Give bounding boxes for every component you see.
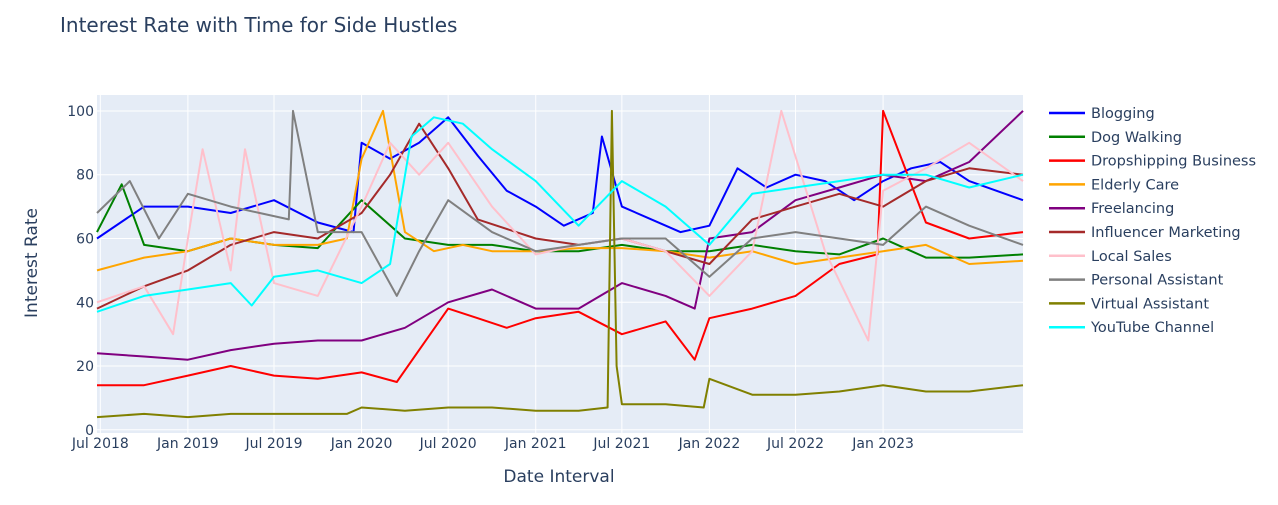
y-tick-label: 20 — [76, 359, 94, 375]
series-line-blogging — [96, 116, 1024, 240]
x-axis-title: Date Interval — [503, 467, 614, 487]
legend-label: Influencer Marketing — [1091, 225, 1241, 241]
legend-label: Personal Assistant — [1091, 273, 1224, 289]
chart-title: Interest Rate with Time for Side Hustles — [60, 13, 457, 37]
series-line-youtube-channel — [96, 116, 1024, 313]
series-lines — [96, 109, 1024, 419]
legend-label: Dropshipping Business — [1091, 154, 1256, 170]
legend-label: Blogging — [1091, 106, 1155, 122]
x-tick-label: Jul 2021 — [592, 436, 650, 452]
plot-area — [97, 95, 1023, 433]
y-axis-title: Interest Rate — [22, 208, 42, 318]
series-line-virtual-assistant — [96, 109, 1024, 419]
y-tick-label: 0 — [85, 423, 94, 439]
legend-label: Freelancing — [1091, 201, 1174, 217]
legend-label: Elderly Care — [1091, 177, 1179, 193]
x-axis-ticks: Jul 2018 Jan 2019 Jul 2019 Jan 2020 Jul 2020… — [71, 436, 914, 452]
legend-label: Dog Walking — [1091, 130, 1182, 146]
series-line-personal-assistant — [96, 109, 1024, 297]
x-tick-label: Jan 2022 — [678, 436, 741, 452]
x-tick-label: Jul 2020 — [419, 436, 477, 452]
series-line-influencer-marketing — [96, 122, 1024, 310]
y-tick-label: 40 — [76, 295, 94, 311]
x-tick-label: Jan 2019 — [156, 436, 219, 452]
x-tick-label: Jul 2018 — [71, 436, 129, 452]
legend-label: Virtual Assistant — [1091, 296, 1209, 312]
y-tick-label: 60 — [76, 231, 94, 247]
y-tick-label: 80 — [76, 168, 94, 184]
x-tick-label: Jul 2019 — [245, 436, 303, 452]
x-tick-label: Jan 2021 — [504, 436, 567, 452]
legend-label: YouTube Channel — [1090, 320, 1214, 336]
y-tick-label: 100 — [67, 104, 94, 120]
y-axis-ticks: 0 20 40 60 80 100 — [67, 104, 94, 439]
x-tick-label: Jul 2022 — [766, 436, 824, 452]
legend-label: Local Sales — [1091, 249, 1172, 265]
series-line-freelancing — [96, 110, 1024, 361]
series-line-dropshipping-business — [97, 109, 1024, 387]
x-tick-label: Jan 2020 — [330, 436, 393, 452]
series-line-elderly-care — [96, 109, 1024, 272]
legend: Blogging Dog Walking Dropshipping Business… — [1049, 106, 1256, 336]
series-line-local-sales — [96, 109, 1024, 342]
x-tick-label: Jan 2023 — [851, 436, 914, 452]
